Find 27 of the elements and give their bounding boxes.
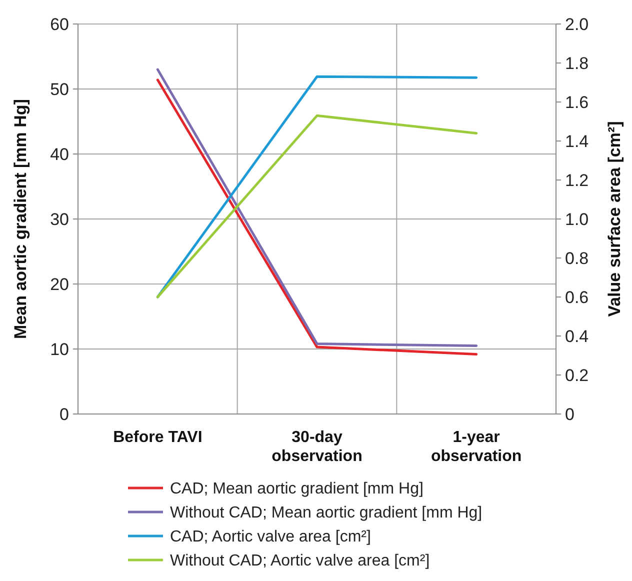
x-tick-label: 1-year observation bbox=[430, 429, 522, 465]
y-tick-label: 60 bbox=[50, 14, 69, 34]
y2-tick-label: 0 bbox=[565, 404, 574, 424]
x-tick-label: 30-day observation bbox=[272, 429, 362, 465]
legend-label: CAD; Mean aortic gradient [mm Hg] bbox=[170, 480, 424, 498]
y2-tick-label: 0.4 bbox=[565, 326, 589, 346]
x-tick-label: Before TAVI bbox=[113, 429, 202, 446]
y2-tick-label: 0.8 bbox=[565, 248, 589, 268]
y-axis-title: Mean aortic gradient [mm Hg] bbox=[11, 99, 30, 339]
y2-tick-label: 1.0 bbox=[565, 210, 589, 229]
y-tick-label: 20 bbox=[50, 274, 69, 294]
legend-label: CAD; Aortic valve area [cm²] bbox=[170, 528, 371, 546]
y2-tick-label: 1.2 bbox=[565, 170, 589, 190]
y-tick-label: 40 bbox=[50, 144, 69, 164]
y2-tick-label: 2.0 bbox=[565, 14, 589, 34]
y2-tick-label: 0.2 bbox=[565, 366, 589, 385]
y-tick-label: 10 bbox=[50, 340, 69, 359]
y-tick-label: 0 bbox=[60, 404, 69, 424]
y-tick-label: 50 bbox=[50, 80, 69, 99]
y2-axis-title: Value surface area [cm²] bbox=[605, 121, 624, 317]
y2-tick-label: 1.6 bbox=[565, 92, 589, 112]
legend-label: Without CAD; Aortic valve area [cm²] bbox=[170, 552, 430, 570]
legend-label: Without CAD; Mean aortic gradient [mm Hg] bbox=[170, 504, 482, 522]
y2-tick-label: 1.4 bbox=[565, 132, 589, 151]
y2-tick-label: 1.8 bbox=[565, 54, 589, 73]
y2-tick-label: 0.6 bbox=[565, 288, 589, 307]
y-tick-label: 30 bbox=[50, 210, 69, 229]
